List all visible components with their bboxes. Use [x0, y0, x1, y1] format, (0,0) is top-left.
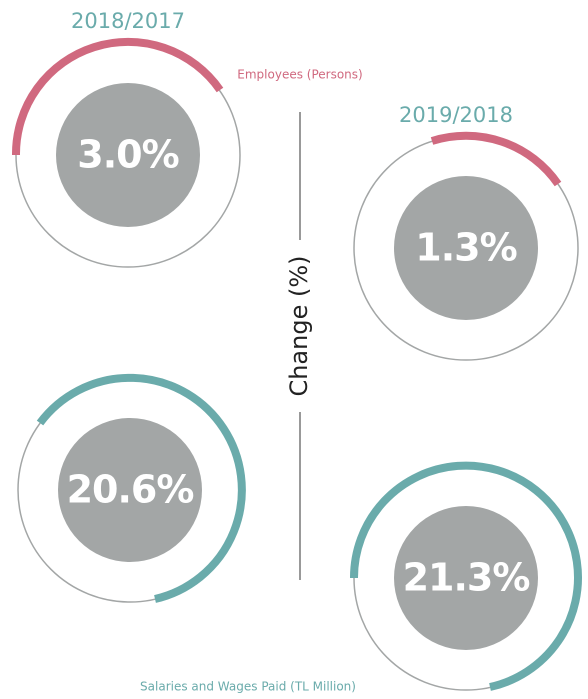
- arc: [430, 131, 562, 187]
- disc: [394, 506, 538, 650]
- caption: Employees (Persons): [237, 68, 362, 82]
- gauge: 20.6%: [17, 373, 246, 603]
- arc: [36, 373, 246, 603]
- gauge: 3.0%: [11, 37, 241, 268]
- arc: [349, 461, 582, 691]
- period-label: 2018/2017: [71, 9, 185, 33]
- axis-label: Change (%): [285, 255, 313, 396]
- value: 3.0%: [77, 133, 178, 177]
- gauge: 21.3%: [349, 461, 582, 691]
- gauge: 1.3%: [353, 131, 579, 361]
- disc: [58, 418, 202, 562]
- caption: Salaries and Wages Paid (TL Million): [140, 680, 356, 694]
- period-label: 2019/2018: [399, 103, 513, 127]
- disc: [394, 176, 538, 320]
- value: 1.3%: [415, 226, 516, 270]
- value: 20.6%: [67, 468, 194, 512]
- arc: [11, 37, 224, 156]
- disc: [56, 83, 200, 227]
- value: 21.3%: [403, 556, 530, 600]
